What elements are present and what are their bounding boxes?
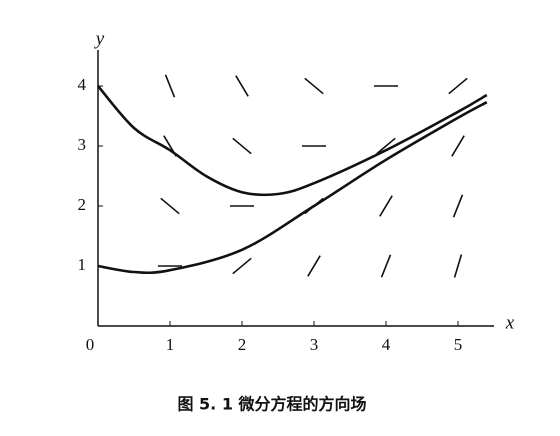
slope-segment bbox=[453, 254, 463, 278]
slope-segment bbox=[232, 257, 252, 275]
slope-segment bbox=[304, 77, 324, 95]
solution-curve bbox=[97, 85, 488, 197]
slope-segment bbox=[379, 195, 393, 217]
solution-curve bbox=[97, 101, 488, 275]
slope-segment bbox=[448, 77, 468, 95]
y-tick-label: 3 bbox=[78, 135, 87, 154]
slope-segment bbox=[164, 74, 176, 98]
slope-segment bbox=[160, 197, 180, 215]
slope-segment bbox=[376, 137, 396, 155]
x-tick-label: 0 bbox=[86, 335, 95, 354]
y-axis-label: y bbox=[94, 28, 105, 49]
x-tick-label: 1 bbox=[166, 335, 175, 354]
y-tick-label: 1 bbox=[78, 255, 87, 274]
x-tick-label: 4 bbox=[382, 335, 391, 354]
slope-segment bbox=[235, 75, 249, 97]
x-tick-label: 3 bbox=[310, 335, 319, 354]
caption: 图 5. 1 微分方程的方向场 bbox=[177, 395, 366, 414]
slope-segment bbox=[307, 255, 321, 277]
slope-segment bbox=[380, 254, 392, 278]
slope-segment bbox=[451, 135, 465, 157]
x-tick-label: 5 bbox=[454, 335, 463, 354]
slope-segment bbox=[452, 194, 464, 218]
x-axis-label: x bbox=[505, 312, 515, 333]
slope-segment bbox=[232, 137, 252, 155]
y-tick-label: 2 bbox=[78, 195, 87, 214]
y-tick-label: 4 bbox=[78, 75, 87, 94]
x-tick-label: 2 bbox=[238, 335, 247, 354]
